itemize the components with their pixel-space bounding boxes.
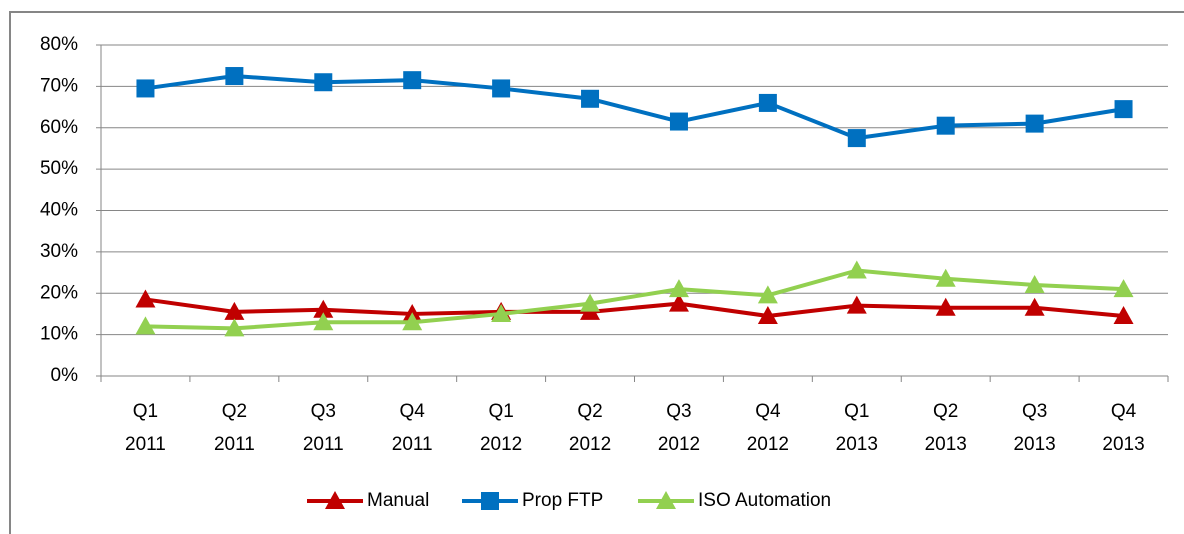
legend-marker — [481, 492, 499, 510]
data-point — [847, 129, 866, 148]
data-point — [225, 67, 244, 86]
data-point — [936, 116, 955, 135]
legend-label: Prop FTP — [522, 490, 603, 511]
data-point — [135, 316, 156, 335]
series-line — [145, 74, 1124, 141]
data-point — [758, 93, 777, 112]
chart-border — [9, 11, 1184, 534]
y-tick-label: 70% — [40, 75, 78, 96]
data-point — [491, 303, 512, 322]
legend-label: ISO Automation — [698, 490, 831, 511]
data-point — [757, 285, 778, 304]
data-point — [1113, 279, 1134, 298]
data-point — [757, 306, 778, 325]
x-tick-label: Q1 2013 — [836, 401, 878, 455]
y-tick-label: 10% — [40, 324, 78, 345]
data-point — [313, 312, 334, 331]
x-tick-label: Q2 2013 — [925, 401, 967, 455]
data-point — [668, 279, 689, 298]
data-point — [581, 89, 600, 108]
data-point — [314, 73, 333, 92]
data-point — [935, 268, 956, 287]
data-point — [224, 318, 245, 337]
data-point — [136, 79, 155, 98]
data-point — [1114, 100, 1133, 119]
legend-marker — [656, 491, 676, 509]
data-point — [313, 299, 334, 318]
x-tick-label: Q4 2013 — [1102, 401, 1144, 455]
y-tick-label: 20% — [40, 282, 78, 303]
data-point — [669, 112, 688, 131]
data-point — [846, 295, 867, 314]
y-tick-label: 80% — [40, 34, 78, 55]
series-line — [145, 268, 1124, 331]
data-point — [402, 312, 423, 331]
data-point — [1025, 114, 1044, 133]
x-tick-label: Q4 2011 — [392, 401, 433, 455]
data-point — [1113, 306, 1134, 325]
x-tick-label: Q2 2012 — [569, 401, 611, 455]
data-point — [135, 289, 156, 308]
legend-marker — [325, 491, 345, 509]
x-tick-label: Q1 2012 — [480, 401, 522, 455]
data-point — [1024, 274, 1045, 293]
data-point — [580, 293, 601, 312]
x-tick-label: Q3 2013 — [1013, 401, 1055, 455]
data-point — [668, 293, 689, 312]
data-point — [492, 79, 511, 98]
y-tick-label: 30% — [40, 241, 78, 262]
x-tick-label: Q3 2012 — [658, 401, 700, 455]
legend-label: Manual — [367, 490, 429, 511]
data-point — [403, 71, 422, 90]
data-point — [935, 297, 956, 316]
y-tick-label: 50% — [40, 158, 78, 179]
x-tick-label: Q4 2012 — [747, 401, 789, 455]
x-tick-label: Q2 2011 — [214, 401, 255, 455]
data-point — [1024, 297, 1045, 316]
y-tick-label: 40% — [40, 200, 78, 221]
y-tick-label: 60% — [40, 117, 78, 138]
x-tick-label: Q1 2011 — [125, 401, 166, 455]
series-line — [145, 297, 1124, 319]
y-tick-label: 0% — [51, 365, 79, 386]
data-point — [846, 260, 867, 279]
x-tick-label: Q3 2011 — [303, 401, 344, 455]
data-point — [224, 301, 245, 320]
